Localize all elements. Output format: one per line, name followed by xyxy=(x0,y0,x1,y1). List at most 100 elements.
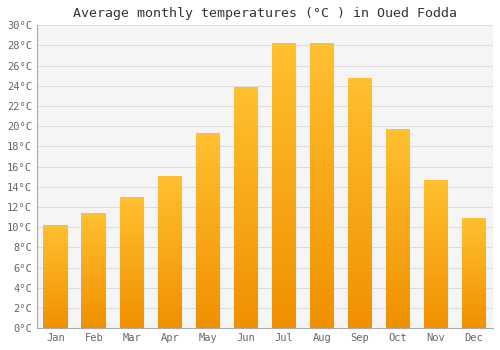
Bar xyxy=(272,46,296,49)
Bar xyxy=(310,254,334,257)
Bar xyxy=(234,285,258,287)
Bar xyxy=(82,312,106,313)
Bar xyxy=(272,257,296,260)
Bar xyxy=(424,256,448,257)
Bar xyxy=(272,194,296,197)
Bar xyxy=(462,317,486,318)
Bar xyxy=(234,294,258,297)
Bar xyxy=(272,251,296,254)
Bar xyxy=(44,249,68,250)
Bar xyxy=(272,308,296,311)
Bar xyxy=(462,303,486,304)
Bar xyxy=(348,293,372,296)
Bar xyxy=(196,266,220,268)
Bar xyxy=(196,280,220,281)
Bar xyxy=(272,320,296,322)
Bar xyxy=(158,211,182,212)
Bar xyxy=(120,213,144,214)
Bar xyxy=(272,49,296,52)
Bar xyxy=(424,220,448,221)
Bar xyxy=(196,297,220,299)
Bar xyxy=(424,322,448,324)
Bar xyxy=(82,242,106,243)
Bar xyxy=(44,294,68,295)
Bar xyxy=(44,311,68,312)
Bar xyxy=(234,106,258,108)
Bar xyxy=(158,247,182,249)
Bar xyxy=(120,224,144,226)
Bar xyxy=(462,271,486,272)
Bar xyxy=(196,199,220,202)
Bar xyxy=(196,244,220,246)
Bar xyxy=(348,271,372,273)
Bar xyxy=(310,209,334,211)
Bar xyxy=(462,247,486,248)
Bar xyxy=(120,303,144,304)
Bar xyxy=(424,279,448,281)
Bar xyxy=(424,245,448,246)
Bar xyxy=(348,170,372,173)
Bar xyxy=(348,120,372,123)
Bar xyxy=(310,163,334,166)
Bar xyxy=(44,234,68,236)
Bar xyxy=(82,225,106,226)
Bar xyxy=(310,314,334,317)
Bar xyxy=(44,247,68,248)
Bar xyxy=(120,326,144,327)
Bar xyxy=(158,212,182,214)
Bar xyxy=(82,262,106,264)
Bar xyxy=(234,178,258,181)
Bar xyxy=(462,254,486,256)
Bar xyxy=(158,286,182,287)
Bar xyxy=(424,229,448,230)
Bar xyxy=(348,261,372,263)
Bar xyxy=(158,301,182,302)
Bar xyxy=(424,187,448,189)
Bar xyxy=(386,279,410,280)
Bar xyxy=(82,327,106,328)
Bar xyxy=(348,321,372,323)
Bar xyxy=(234,229,258,232)
Bar xyxy=(424,239,448,240)
Bar xyxy=(310,98,334,100)
Bar xyxy=(196,301,220,303)
Bar xyxy=(272,266,296,268)
Bar xyxy=(44,321,68,322)
Bar xyxy=(158,203,182,205)
Bar xyxy=(310,49,334,52)
Bar xyxy=(386,324,410,326)
Bar xyxy=(82,317,106,318)
Bar xyxy=(234,258,258,261)
Bar xyxy=(424,212,448,214)
Bar xyxy=(44,239,68,240)
Bar xyxy=(196,281,220,284)
Bar xyxy=(386,312,410,314)
Bar xyxy=(196,186,220,188)
Bar xyxy=(310,211,334,214)
Bar xyxy=(310,166,334,169)
Bar xyxy=(348,145,372,148)
Bar xyxy=(272,237,296,240)
Bar xyxy=(424,321,448,322)
Bar xyxy=(310,89,334,92)
Bar xyxy=(82,314,106,316)
Bar xyxy=(462,274,486,275)
Bar xyxy=(120,313,144,314)
Bar xyxy=(424,288,448,289)
Bar xyxy=(424,327,448,328)
Bar xyxy=(234,94,258,97)
Bar xyxy=(386,262,410,265)
Bar xyxy=(44,277,68,278)
Bar xyxy=(82,234,106,235)
Bar xyxy=(272,311,296,314)
Bar xyxy=(120,304,144,306)
Bar xyxy=(158,307,182,308)
Bar xyxy=(120,295,144,297)
Bar xyxy=(158,255,182,257)
Bar xyxy=(158,241,182,243)
Bar xyxy=(310,302,334,306)
Bar xyxy=(234,253,258,256)
Bar xyxy=(424,233,448,235)
Bar xyxy=(310,43,334,46)
Bar xyxy=(120,235,144,236)
